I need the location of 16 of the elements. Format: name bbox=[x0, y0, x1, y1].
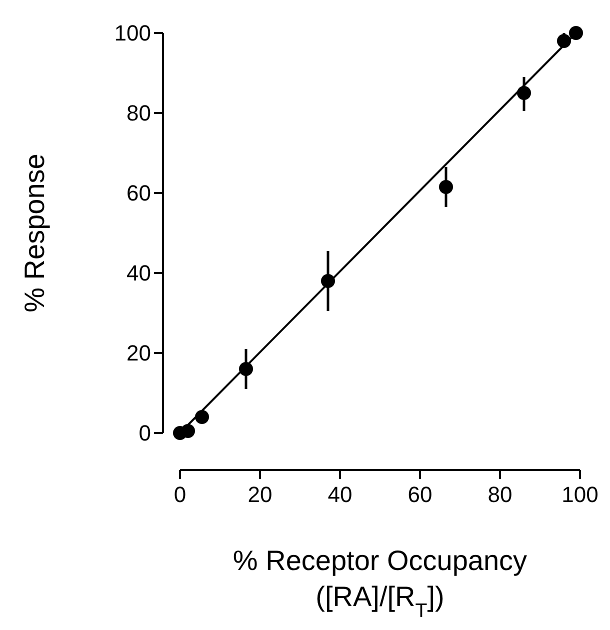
y-tick-label: 40 bbox=[126, 260, 151, 286]
x-tick-label: 60 bbox=[408, 482, 432, 507]
x-tick-label: 100 bbox=[562, 482, 598, 507]
x-tick-label: 40 bbox=[328, 482, 352, 507]
y-tick-label: 0 bbox=[138, 420, 151, 446]
x-tick-label: 20 bbox=[248, 482, 272, 507]
x-axis-title: % Receptor Occupancy ([RA]/[R$_{T}$]) bbox=[232, 545, 528, 622]
x-tick-label: 0 bbox=[174, 482, 186, 507]
y-axis-title: % Response bbox=[19, 154, 50, 312]
y-tick-label: 80 bbox=[126, 100, 151, 126]
y-tick-label: 60 bbox=[126, 180, 151, 206]
y-tick-label: 20 bbox=[126, 340, 151, 366]
point bbox=[569, 26, 583, 40]
x-tick-label: 80 bbox=[488, 482, 512, 507]
y-tick-label: 100 bbox=[114, 20, 151, 46]
point bbox=[439, 180, 453, 194]
